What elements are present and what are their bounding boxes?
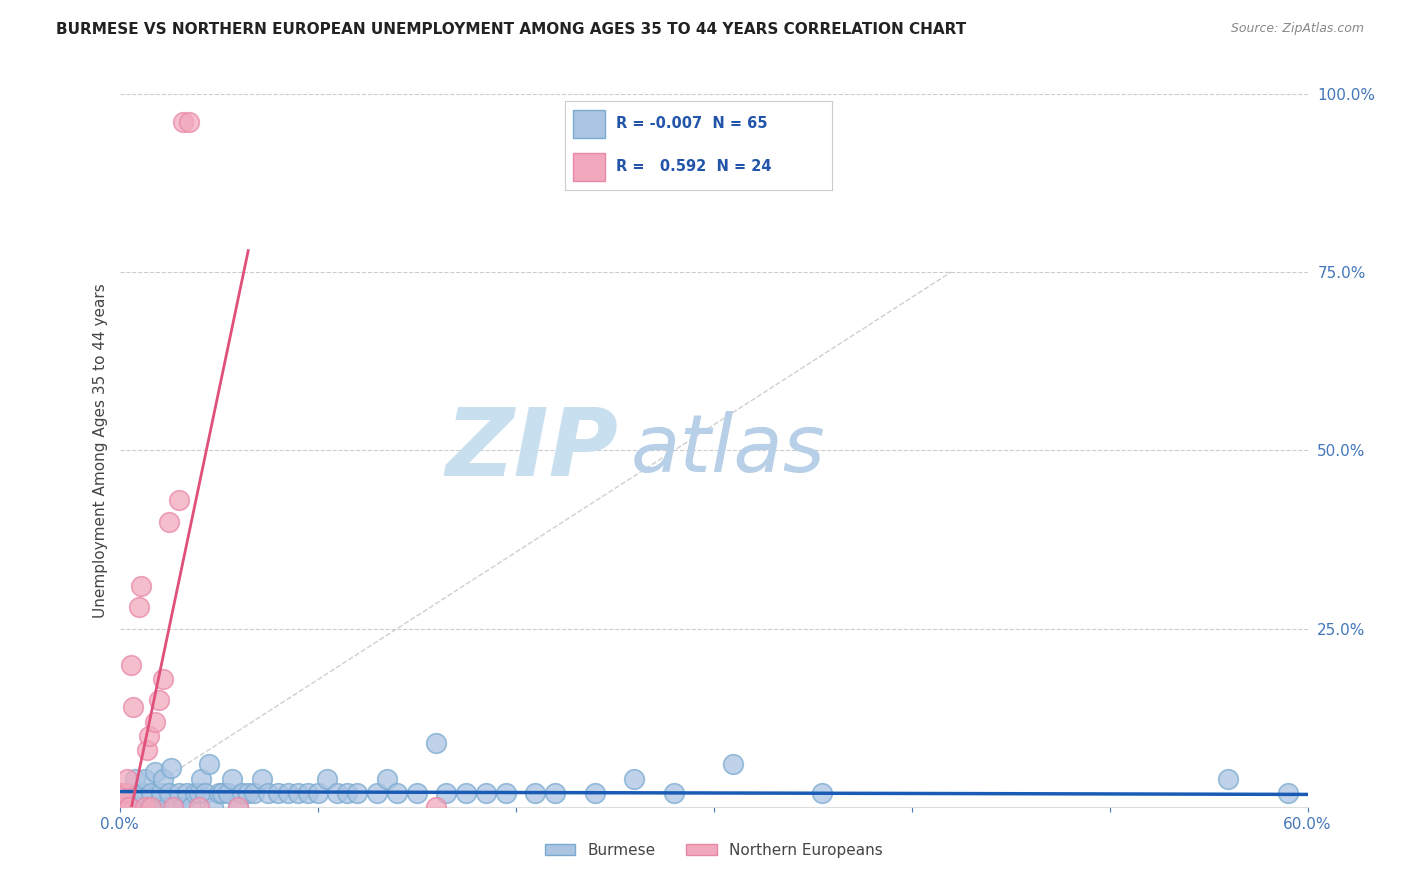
Point bbox=[187, 786, 209, 800]
Point bbox=[180, 800, 202, 814]
Y-axis label: Unemployment Among Ages 35 to 44 years: Unemployment Among Ages 35 to 44 years bbox=[93, 283, 108, 618]
Point bbox=[583, 786, 606, 800]
Point bbox=[172, 115, 194, 129]
Point bbox=[162, 800, 184, 814]
Point bbox=[475, 786, 498, 800]
Point bbox=[108, 786, 131, 800]
Point bbox=[495, 786, 517, 800]
Point bbox=[143, 764, 166, 779]
Point bbox=[152, 772, 174, 786]
Point bbox=[132, 786, 155, 800]
Point bbox=[228, 800, 250, 814]
Point bbox=[544, 786, 567, 800]
Text: atlas: atlas bbox=[630, 411, 825, 490]
Point bbox=[128, 800, 150, 814]
Point bbox=[346, 786, 368, 800]
Point bbox=[141, 800, 163, 814]
Point bbox=[134, 772, 156, 786]
Point bbox=[122, 786, 145, 800]
Point bbox=[114, 800, 136, 814]
Point bbox=[454, 786, 477, 800]
Point bbox=[316, 772, 339, 786]
Point bbox=[425, 736, 447, 750]
Point bbox=[143, 714, 166, 729]
Point bbox=[157, 786, 180, 800]
Point bbox=[167, 786, 190, 800]
Point bbox=[811, 786, 834, 800]
Point bbox=[177, 115, 200, 129]
Point bbox=[138, 800, 160, 814]
Point bbox=[122, 700, 145, 714]
Point bbox=[160, 761, 183, 775]
Text: BURMESE VS NORTHERN EUROPEAN UNEMPLOYMENT AMONG AGES 35 TO 44 YEARS CORRELATION : BURMESE VS NORTHERN EUROPEAN UNEMPLOYMEN… bbox=[56, 22, 966, 37]
Point bbox=[163, 800, 186, 814]
Point bbox=[120, 657, 142, 672]
Point bbox=[231, 786, 253, 800]
Point bbox=[108, 786, 131, 800]
Point bbox=[197, 757, 219, 772]
Point bbox=[207, 786, 229, 800]
Point bbox=[228, 800, 250, 814]
Point bbox=[267, 786, 290, 800]
Text: ZIP: ZIP bbox=[446, 404, 619, 497]
Point bbox=[114, 786, 136, 800]
Point bbox=[118, 800, 141, 814]
Point bbox=[662, 786, 685, 800]
Point bbox=[221, 772, 243, 786]
Point bbox=[243, 786, 266, 800]
Text: Source: ZipAtlas.com: Source: ZipAtlas.com bbox=[1230, 22, 1364, 36]
Point bbox=[524, 786, 547, 800]
Point bbox=[118, 800, 141, 814]
Legend: Burmese, Northern Europeans: Burmese, Northern Europeans bbox=[538, 837, 889, 863]
Point bbox=[141, 786, 163, 800]
Point bbox=[1218, 772, 1240, 786]
Point bbox=[187, 800, 209, 814]
Point bbox=[148, 693, 170, 707]
Point bbox=[167, 493, 190, 508]
Point bbox=[129, 579, 152, 593]
Point bbox=[297, 786, 319, 800]
Point bbox=[425, 800, 447, 814]
Point bbox=[375, 772, 398, 786]
Point bbox=[217, 786, 239, 800]
Point bbox=[134, 800, 156, 814]
Point bbox=[112, 800, 135, 814]
Point bbox=[150, 786, 173, 800]
Point bbox=[723, 757, 745, 772]
Point bbox=[307, 786, 329, 800]
Point bbox=[136, 743, 159, 757]
Point bbox=[157, 515, 180, 529]
Point bbox=[194, 786, 217, 800]
Point bbox=[326, 786, 349, 800]
Point bbox=[211, 786, 233, 800]
Point bbox=[156, 800, 179, 814]
Point bbox=[138, 729, 160, 743]
Point bbox=[201, 800, 224, 814]
Point bbox=[184, 786, 207, 800]
Point bbox=[152, 672, 174, 686]
Point bbox=[287, 786, 309, 800]
Point bbox=[148, 800, 170, 814]
Point bbox=[172, 800, 194, 814]
Point bbox=[1277, 786, 1299, 800]
Point bbox=[190, 772, 212, 786]
Point bbox=[623, 772, 645, 786]
Point bbox=[277, 786, 299, 800]
Point bbox=[117, 772, 139, 786]
Point bbox=[434, 786, 457, 800]
Point bbox=[176, 786, 198, 800]
Point bbox=[405, 786, 427, 800]
Point bbox=[128, 600, 150, 615]
Point bbox=[257, 786, 280, 800]
Point bbox=[124, 772, 146, 786]
Point bbox=[385, 786, 408, 800]
Point bbox=[238, 786, 260, 800]
Point bbox=[366, 786, 388, 800]
Point bbox=[250, 772, 273, 786]
Point bbox=[336, 786, 359, 800]
